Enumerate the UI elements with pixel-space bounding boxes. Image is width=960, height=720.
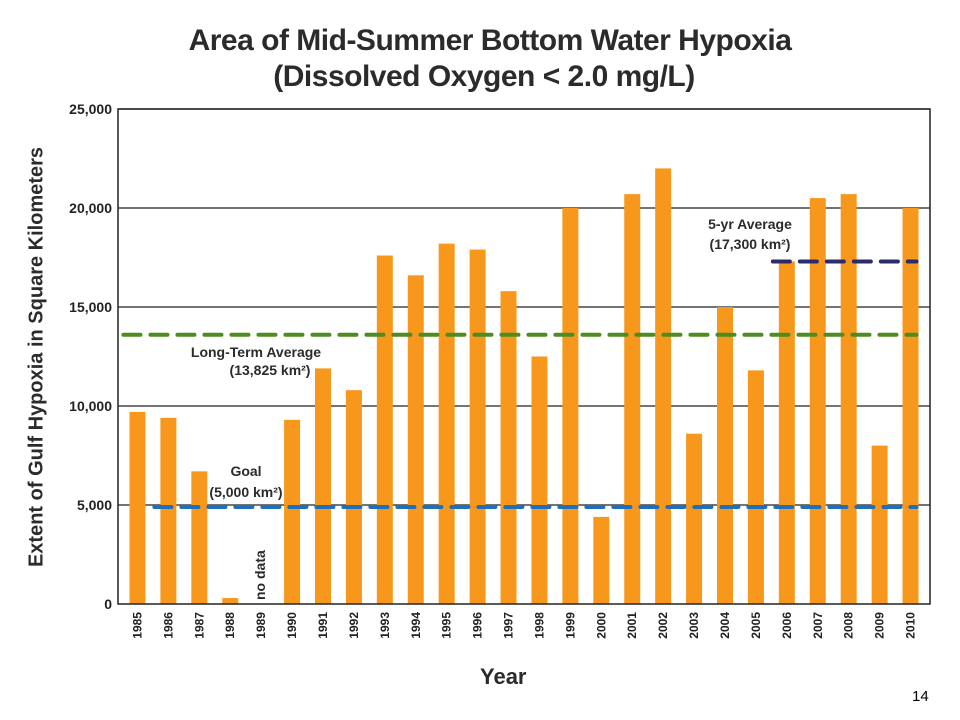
bar [469, 249, 486, 604]
page-number: 14 [912, 688, 929, 705]
bar [160, 417, 177, 604]
bar [531, 356, 548, 604]
bar [840, 194, 857, 604]
x-tick-label: 1999 [563, 612, 577, 639]
x-tick-label: 1986 [161, 612, 175, 639]
goal-value: (5,000 km²) [209, 484, 282, 500]
long-term-average-value: (13,825 km²) [230, 362, 311, 378]
chart-subtitle: (Dissolved Oxygen < 2.0 mg/L) [273, 60, 695, 93]
bar [191, 471, 208, 604]
bar [376, 255, 393, 604]
y-tick-label: 25,000 [69, 101, 112, 117]
bar [717, 307, 733, 604]
chart-title: Area of Mid-Summer Bottom Water Hypoxia [188, 24, 792, 57]
x-tick-label: 2009 [873, 612, 887, 639]
x-tick-label: 1988 [223, 612, 237, 639]
y-tick-label: 15,000 [69, 299, 112, 315]
y-tick-label: 5,000 [77, 497, 112, 513]
x-tick-label: 1993 [378, 612, 392, 639]
bar [778, 261, 795, 604]
x-tick-label: 2000 [594, 612, 608, 639]
x-axis-label: Year [480, 664, 527, 689]
five-year-average-value: (17,300 km²) [710, 236, 791, 252]
long-term-average-label: Long-Term Average [191, 344, 321, 360]
five-year-average-label: 5-yr Average [708, 216, 792, 232]
bar [500, 291, 517, 604]
x-tick-label: 2001 [625, 612, 639, 639]
bar [747, 370, 764, 604]
x-tick-label: 1985 [130, 612, 144, 639]
bar [624, 194, 641, 604]
x-tick-label: 2008 [842, 612, 856, 639]
plot-frame [117, 108, 931, 605]
x-tick-label: 1990 [285, 612, 299, 639]
x-tick-label: 1996 [471, 612, 485, 639]
bar [345, 390, 362, 604]
x-tick-label: 2010 [904, 612, 918, 639]
bar [407, 275, 424, 604]
x-tick-label: 1987 [192, 612, 206, 639]
bar [129, 411, 146, 604]
x-tick-label: 2004 [718, 612, 732, 639]
bar [562, 208, 579, 604]
x-tick-label: 1998 [532, 612, 546, 639]
bar [284, 419, 301, 604]
x-tick-label: 1989 [254, 612, 268, 639]
x-tick-label: 2002 [656, 612, 670, 639]
bar [809, 198, 826, 604]
bar [315, 368, 331, 604]
x-tick-label: 2005 [749, 612, 763, 639]
x-tick-label: 1992 [347, 612, 361, 639]
x-tick-label: 1994 [409, 612, 423, 639]
x-tick-label: 2006 [780, 612, 794, 639]
x-tick-label: 1991 [316, 612, 330, 639]
goal-label: Goal [230, 463, 261, 479]
x-tick-label: 1995 [440, 612, 454, 639]
bar [655, 168, 672, 604]
bar [871, 445, 888, 604]
bar [902, 208, 919, 604]
x-tick-label: 2007 [811, 612, 825, 639]
bar [593, 516, 610, 604]
bar [438, 243, 455, 604]
y-tick-label: 0 [104, 596, 112, 612]
y-tick-label: 10,000 [69, 398, 112, 414]
bar [222, 598, 239, 604]
y-tick-label: 20,000 [69, 200, 112, 216]
x-tick-label: 2003 [687, 612, 701, 639]
bar [686, 433, 703, 604]
no-data-label: no data [252, 550, 268, 600]
x-tick-label: 1997 [502, 612, 516, 639]
